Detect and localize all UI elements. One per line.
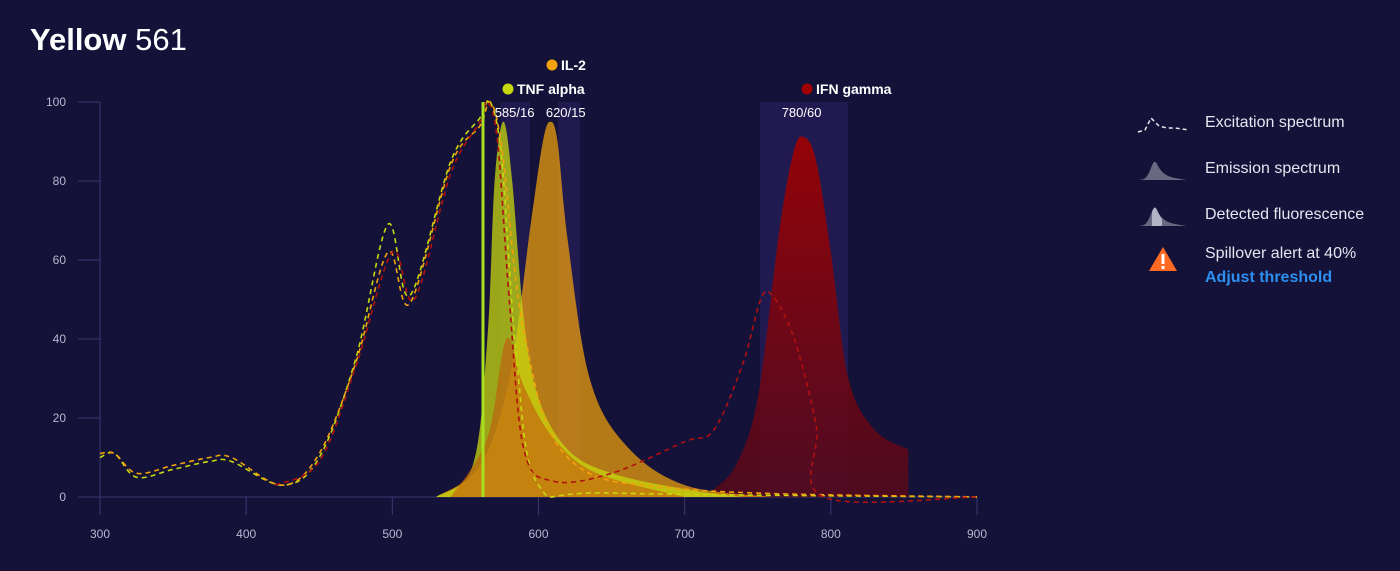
legend-item-excitation: Excitation spectrum (1135, 100, 1395, 146)
dye-label-il2[interactable]: IL-2 (546, 57, 587, 73)
legend-label: Emission spectrum (1205, 160, 1341, 177)
spillover-alert: Spillover alert at 40% Adjust threshold (1135, 242, 1395, 290)
il2-label: IL-2 (561, 57, 586, 73)
y-tick-label: 60 (53, 253, 67, 267)
legend-item-emission: Emission spectrum (1135, 146, 1395, 192)
y-axis: 0 20 40 60 80 100 (46, 95, 101, 504)
x-tick-label: 700 (675, 527, 695, 541)
x-axis: 300 400 500 600 700 800 900 (90, 496, 987, 541)
warning-triangle-icon (1149, 247, 1177, 271)
tnf-alpha-label: TNF alpha (517, 81, 585, 97)
page-title: Yellow 561 (30, 22, 187, 58)
legend-label: Excitation spectrum (1205, 114, 1345, 131)
y-tick-label: 0 (59, 490, 66, 504)
filter-label: 780/60 (782, 105, 822, 120)
legend: Excitation spectrum Emission spectrum De… (1135, 100, 1395, 290)
filter-labels: 585/16 620/15 780/60 (495, 105, 822, 120)
ifn-gamma-color-dot (801, 83, 813, 95)
il2-color-dot (546, 59, 558, 71)
excitation-spectra (99, 99, 978, 504)
y-tick-label: 80 (53, 174, 67, 188)
emission-area-ifn-gamma (713, 136, 909, 498)
x-tick-label: 400 (236, 527, 256, 541)
legend-label: Detected fluorescence (1205, 206, 1365, 223)
ifn-gamma-label: IFN gamma (816, 81, 892, 97)
y-tick-label: 20 (53, 411, 67, 425)
legend-item-detected: Detected fluorescence (1135, 192, 1395, 238)
filter-label: 620/15 (546, 105, 586, 120)
emission-spectra (436, 121, 909, 498)
detected-fluorescence-area (450, 337, 685, 497)
y-tick-label: 40 (53, 332, 67, 346)
adjust-threshold-link[interactable]: Adjust threshold (1205, 269, 1333, 286)
spectrum-chart: 0 20 40 60 80 100 300 400 500 600 700 800 900 585/1… (46, 57, 987, 541)
x-tick-label: 300 (90, 527, 110, 541)
x-tick-label: 500 (382, 527, 402, 541)
detected-fluorescence-icon (1138, 207, 1189, 226)
emission-spectrum-icon (1138, 161, 1189, 180)
x-tick-label: 800 (821, 527, 841, 541)
excitation-line-tnf-alpha (99, 99, 978, 498)
title-bold: Yellow (30, 22, 127, 57)
x-tick-label: 900 (967, 527, 987, 541)
title-laser-wavelength: 561 (135, 22, 187, 57)
dye-label-ifn-gamma[interactable]: IFN gamma (801, 81, 892, 97)
y-tick-label: 100 (46, 95, 66, 109)
spillover-alert-text: Spillover alert at 40% (1205, 245, 1357, 262)
dye-labels: IL-2 TNF alpha IFN gamma (502, 57, 892, 97)
tnf-alpha-color-dot (502, 83, 514, 95)
filter-label: 585/16 (495, 105, 535, 120)
excitation-line-ifn-gamma (275, 100, 978, 504)
x-tick-label: 600 (528, 527, 548, 541)
excitation-spectrum-icon (1137, 116, 1190, 133)
dye-label-tnf-alpha[interactable]: TNF alpha (502, 81, 585, 97)
